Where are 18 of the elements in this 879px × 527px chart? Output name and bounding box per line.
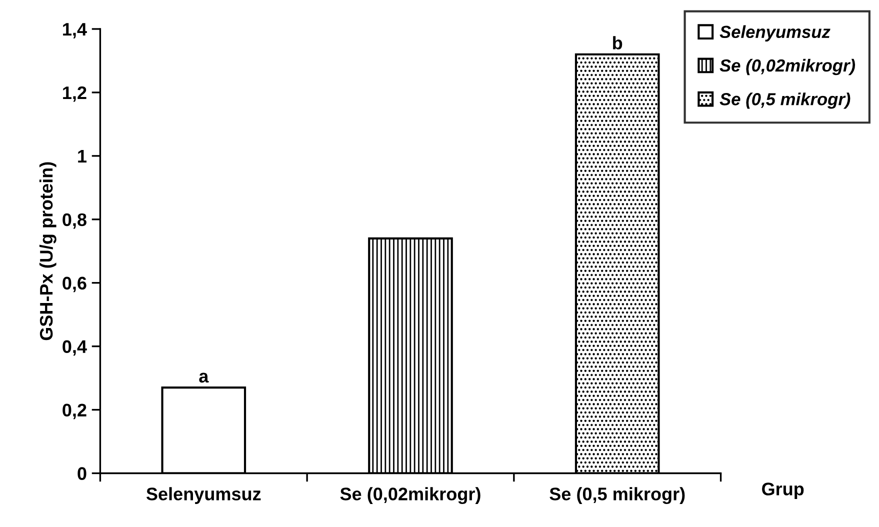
legend-label: Selenyumsuz	[720, 25, 830, 42]
x-tick-label: Se (0,02mikrogr)	[340, 487, 480, 504]
x-tick-label: Selenyumsuz	[146, 487, 261, 504]
annotation: b	[613, 36, 622, 50]
y-tick-label: 0	[78, 467, 86, 480]
y-tick-label: 1,2	[63, 86, 86, 102]
y-tick-label: 0,6	[62, 276, 86, 292]
y-tick-label: 0,2	[62, 404, 86, 420]
y-tick-label: 0,4	[62, 340, 87, 356]
y-tick-label: 0,8	[62, 213, 86, 229]
y-tick-label: 1	[78, 150, 87, 162]
annotation: a	[199, 372, 209, 383]
legend-label: Se (0,02mikrogr)	[720, 58, 856, 76]
legend-label: Se (0,5 mikrogr)	[720, 92, 850, 109]
x-tick-label: Se (0,5 mikrogr)	[550, 487, 685, 504]
x-axis-title: Grup	[762, 482, 804, 499]
y-tick-label: 1,4	[63, 23, 87, 38]
y-axis-title: GSH-Px (U/g protein)	[39, 162, 56, 340]
